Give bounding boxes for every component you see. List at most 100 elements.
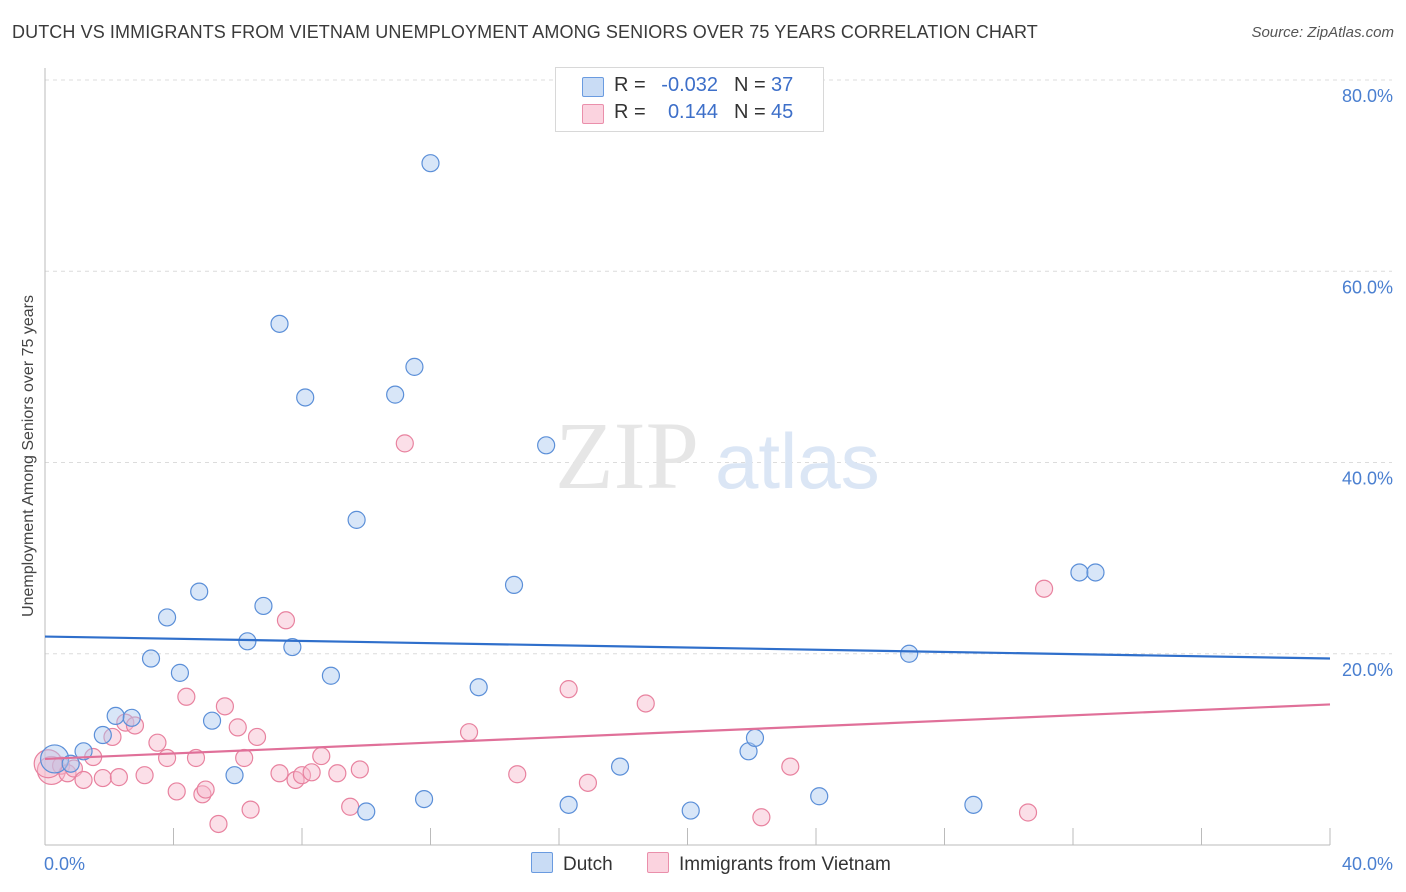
dutch-point bbox=[61, 754, 80, 773]
vietnam-point bbox=[781, 757, 800, 776]
vietnam-point bbox=[636, 694, 655, 713]
series-legend: Dutch Immigrants from Vietnam bbox=[0, 852, 1406, 878]
axes bbox=[44, 68, 1331, 846]
dutch-point bbox=[559, 795, 578, 814]
y-tick-label: 20.0% bbox=[1342, 660, 1393, 680]
vietnam-point bbox=[270, 764, 289, 783]
dutch-trend-line bbox=[44, 635, 1331, 660]
legend-row-dutch: R = -0.032 N = 37 bbox=[556, 74, 823, 100]
vietnam-point bbox=[135, 766, 154, 785]
x-tick-label-min: 0.0% bbox=[44, 854, 85, 874]
vietnam-point bbox=[157, 748, 177, 768]
vietnam-point bbox=[241, 800, 260, 819]
dutch-point bbox=[238, 632, 257, 651]
dutch-point bbox=[405, 357, 424, 376]
vietnam-point bbox=[74, 770, 93, 790]
legend-r-label: R = bbox=[614, 74, 646, 96]
dutch-point bbox=[321, 666, 341, 685]
vietnam-legend-icon bbox=[647, 852, 669, 873]
dutch-point bbox=[170, 663, 190, 682]
legend-item-vietnam[interactable]: Immigrants from Vietnam bbox=[647, 852, 891, 876]
vietnam-point bbox=[215, 697, 234, 716]
legend-r-value-vietnam: 0.144 bbox=[667, 101, 718, 123]
dutch-point bbox=[357, 802, 376, 821]
y-axis-label: Unemployment Among Seniors over 75 years bbox=[20, 295, 37, 617]
dutch-point bbox=[810, 787, 829, 806]
watermark-atlas: atlas bbox=[715, 417, 880, 505]
watermark-zip: ZIP bbox=[555, 402, 699, 509]
dutch-point bbox=[254, 596, 273, 616]
series-vietnam-points bbox=[33, 434, 1054, 834]
dutch-point bbox=[141, 649, 161, 668]
legend-r-value-dutch: -0.032 bbox=[661, 74, 718, 96]
legend-r-label: R = bbox=[614, 101, 646, 123]
dutch-point bbox=[106, 706, 125, 726]
source-label: Source: ZipAtlas.com bbox=[1251, 24, 1394, 41]
vietnam-point bbox=[235, 748, 254, 768]
vietnam-point bbox=[209, 814, 228, 834]
vietnam-point bbox=[109, 768, 128, 787]
correlation-legend: R = -0.032 N = 37 R = 0.144 N = 45 bbox=[555, 67, 824, 132]
legend-label-vietnam: Immigrants from Vietnam bbox=[679, 854, 891, 875]
dutch-point bbox=[270, 314, 289, 333]
vietnam-point bbox=[1018, 803, 1038, 822]
y-tick-label: 60.0% bbox=[1342, 277, 1393, 297]
dutch-point bbox=[225, 766, 244, 785]
vietnam-point bbox=[752, 808, 771, 827]
dutch-point bbox=[283, 637, 302, 657]
dutch-point bbox=[1070, 563, 1089, 582]
dutch-point bbox=[681, 801, 700, 820]
vietnam-point bbox=[276, 611, 296, 630]
vietnam-point bbox=[93, 768, 112, 788]
dutch-point bbox=[347, 510, 366, 529]
vietnam-swatch-icon bbox=[582, 104, 604, 124]
vietnam-trend-line bbox=[44, 703, 1331, 761]
y-tick-label: 80.0% bbox=[1342, 86, 1393, 106]
dutch-point bbox=[900, 644, 919, 663]
y-tick-label: 40.0% bbox=[1342, 469, 1393, 489]
dutch-point bbox=[1086, 563, 1105, 582]
legend-n-value-dutch: 37 bbox=[771, 74, 794, 96]
dutch-point bbox=[296, 388, 315, 407]
vietnam-point bbox=[341, 797, 360, 816]
dutch-point bbox=[745, 728, 765, 748]
vietnam-point bbox=[1034, 579, 1054, 598]
dutch-point bbox=[74, 742, 93, 761]
legend-n-label: N = bbox=[734, 101, 766, 123]
vietnam-point bbox=[459, 723, 479, 742]
grid-lines bbox=[45, 79, 1392, 655]
trend-lines bbox=[44, 635, 1331, 761]
x-tick-labels: 0.0% 40.0% bbox=[44, 854, 1393, 874]
vietnam-point bbox=[312, 746, 331, 766]
vietnam-point bbox=[350, 760, 369, 779]
dutch-point bbox=[157, 608, 177, 627]
y-tick-labels: 20.0% 40.0% 60.0% 80.0% bbox=[1342, 86, 1393, 680]
vietnam-point bbox=[148, 733, 167, 752]
vietnam-point bbox=[559, 680, 578, 699]
dutch-swatch-icon bbox=[582, 77, 604, 97]
vietnam-point bbox=[302, 763, 321, 782]
legend-n-value-vietnam: 45 bbox=[771, 101, 794, 123]
vietnam-point bbox=[508, 765, 527, 784]
dutch-point bbox=[190, 582, 209, 601]
series-dutch-points bbox=[40, 154, 1105, 821]
legend-row-vietnam: R = 0.144 N = 45 bbox=[556, 101, 823, 127]
vietnam-point bbox=[328, 764, 347, 783]
dutch-point bbox=[414, 789, 434, 809]
dutch-point bbox=[93, 725, 112, 745]
dutch-point bbox=[504, 575, 524, 595]
legend-label-dutch: Dutch bbox=[563, 854, 613, 875]
dutch-point bbox=[537, 436, 556, 455]
dutch-point bbox=[202, 711, 222, 730]
x-tick-label-max: 40.0% bbox=[1342, 854, 1393, 874]
dutch-legend-icon bbox=[531, 852, 553, 873]
dutch-point bbox=[469, 678, 488, 697]
vietnam-point bbox=[196, 780, 215, 799]
dutch-point bbox=[964, 795, 983, 814]
chart-title: DUTCH VS IMMIGRANTS FROM VIETNAM UNEMPLO… bbox=[12, 22, 1038, 42]
legend-item-dutch[interactable]: Dutch bbox=[531, 852, 613, 876]
dutch-point bbox=[610, 757, 630, 776]
vietnam-point bbox=[167, 782, 186, 801]
vietnam-point bbox=[228, 718, 247, 737]
dutch-point bbox=[386, 385, 405, 404]
